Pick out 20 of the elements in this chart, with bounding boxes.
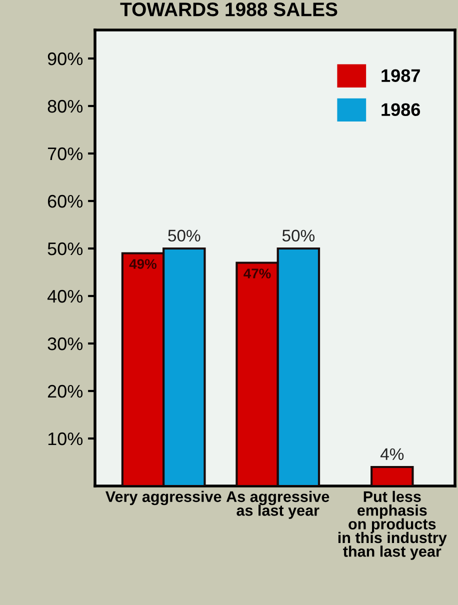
y-tick-label: 20%	[48, 384, 83, 398]
chart-title: TOWARDS 1988 SALES	[120, 2, 338, 16]
legend-label: 1986	[382, 103, 420, 116]
data-label: 49%	[129, 259, 157, 269]
data-label: 47%	[244, 268, 271, 278]
data-label: 50%	[282, 230, 315, 242]
legend-label: 1987	[382, 69, 420, 82]
y-tick-label: 40%	[47, 290, 83, 303]
y-tick-label: 70%	[48, 147, 83, 160]
y-tick-label: 90%	[48, 52, 83, 66]
x-tick-label: Put less emphasis on products in this industry than last year	[338, 490, 447, 560]
x-tick-label: Very aggressive	[105, 490, 222, 506]
y-tick-label: 30%	[48, 337, 83, 350]
y-tick-label: 60%	[48, 194, 83, 208]
y-tick-label: 50%	[48, 242, 83, 256]
x-tick-label: As aggressive as last year	[226, 490, 330, 519]
data-label: 4%	[380, 448, 404, 460]
y-tick-label: 10%	[48, 432, 83, 446]
data-label: 50%	[168, 230, 200, 242]
y-tick-label: 80%	[48, 100, 83, 113]
